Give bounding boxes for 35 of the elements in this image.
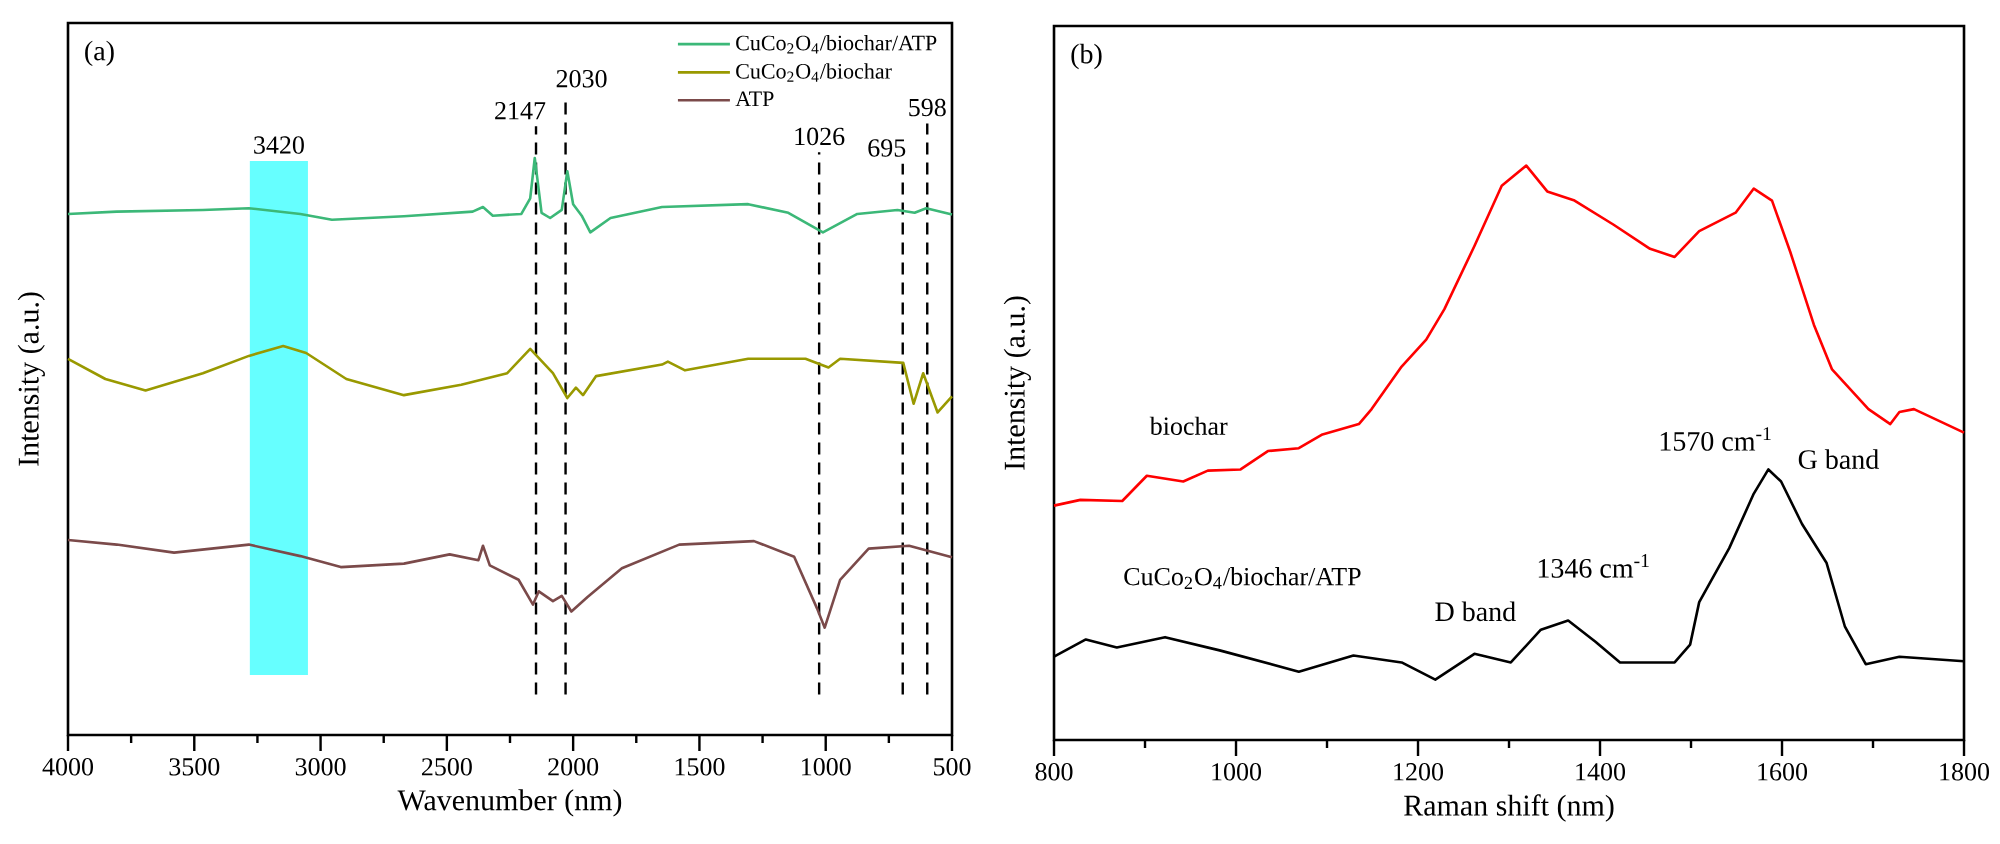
text: CuCo$_{2}$O$_{4}$/biochar/ATP <box>1124 567 1361 589</box>
x-tick-label: 1000 <box>802 758 851 776</box>
annotation: D band <box>1435 601 1516 622</box>
x-tick-label: 3500 <box>169 758 220 776</box>
y-axis-title: Intensity (a.u.) <box>17 292 45 466</box>
x-tick-label: 3000 <box>295 758 346 776</box>
ref-line-label: 695 <box>868 139 906 157</box>
x-tick-label: 1600 <box>1758 763 1808 781</box>
x-tick-label: 1500 <box>675 758 725 776</box>
y-axis-title: Intensity (a.u.) <box>1003 296 1031 470</box>
legend-label: CuCo$_{2}$O$_{4}$/biochar <box>736 63 892 82</box>
ref-line-label: 598 <box>909 98 946 117</box>
annotation: 1570 cm$^{-1}$ <box>1660 427 1771 451</box>
annotation: G band <box>1798 449 1879 469</box>
ref-line-label: 2030 <box>556 69 607 88</box>
x-tick-label: 1200 <box>1394 763 1444 781</box>
legend-label: CuCo$_{2}$O$_{4}$/biochar/ATP <box>736 34 937 54</box>
series-label: biochar <box>1149 416 1228 435</box>
x-tick-label: 2000 <box>548 758 599 776</box>
x-tick-label: 2500 <box>421 758 472 776</box>
chart-title: (a) <box>85 40 114 67</box>
x-tick-label: 1800 <box>1940 763 1990 781</box>
chart-title: (b) <box>1071 43 1102 70</box>
ref-line-label: 1026 <box>795 127 845 146</box>
legend-label: ATP <box>735 91 774 106</box>
x-tick-label: 1400 <box>1576 763 1626 781</box>
x-tick-label: 1000 <box>1212 763 1262 781</box>
band-label: 3420 <box>254 136 304 154</box>
x-tick-label: 800 <box>1035 763 1073 781</box>
annotation: 1346 cm$^{-1}$ <box>1538 554 1649 578</box>
x-tick-label: 4000 <box>42 758 94 776</box>
ref-line-label: 2147 <box>495 101 546 120</box>
x-axis-title: Raman shift (nm) <box>1404 794 1614 822</box>
x-axis-title: Wavenumber (nm) <box>397 789 622 817</box>
x-tick-label: 500 <box>934 758 971 776</box>
